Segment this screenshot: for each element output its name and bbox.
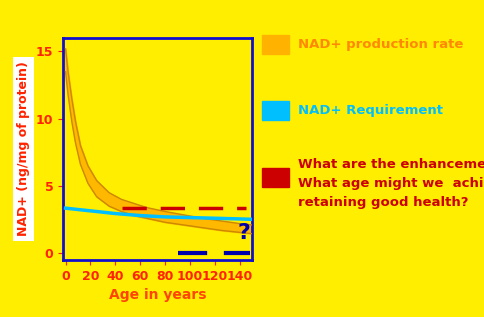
- Y-axis label: NAD+ (ng/mg of protein): NAD+ (ng/mg of protein): [17, 61, 30, 236]
- Text: ?: ?: [237, 223, 249, 243]
- X-axis label: Age in years: Age in years: [108, 288, 206, 302]
- Text: NAD+ Requirement: NAD+ Requirement: [298, 104, 442, 118]
- Text: retaining good health?: retaining good health?: [298, 196, 468, 210]
- Text: What age might we  achieve while still: What age might we achieve while still: [298, 177, 484, 191]
- Text: What are the enhancement benefits?: What are the enhancement benefits?: [298, 158, 484, 171]
- Text: NAD+ production rate: NAD+ production rate: [298, 38, 463, 51]
